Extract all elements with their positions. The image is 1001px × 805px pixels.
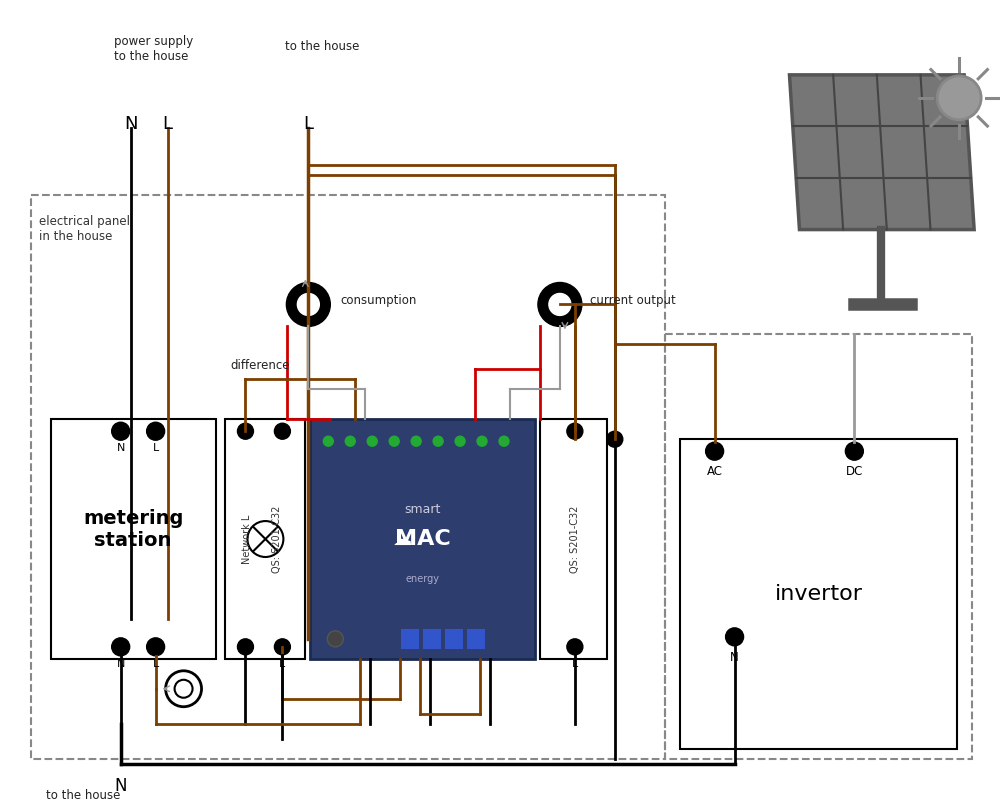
Circle shape [538,283,582,326]
FancyBboxPatch shape [225,419,305,658]
Circle shape [367,436,377,446]
Circle shape [549,294,571,316]
Text: difference: difference [230,359,290,373]
Text: energy: energy [405,574,439,584]
Text: L: L [303,115,313,133]
FancyBboxPatch shape [540,419,607,658]
Text: L: L [162,115,172,133]
Text: N: N [124,115,137,133]
Circle shape [345,436,355,446]
Circle shape [146,638,164,656]
Circle shape [297,294,319,316]
Text: metering
station: metering station [83,509,183,550]
Circle shape [165,671,201,707]
Text: MAC: MAC [394,529,450,549]
FancyBboxPatch shape [401,629,419,649]
Text: electrical panel
in the house: electrical panel in the house [39,215,130,242]
Circle shape [607,431,623,448]
Circle shape [274,423,290,440]
Text: ☁: ☁ [393,530,412,548]
Text: power supply
to the house: power supply to the house [114,35,193,63]
Circle shape [323,436,333,446]
Circle shape [247,521,283,557]
Text: consumption: consumption [340,295,416,308]
Text: to the house: to the house [46,789,120,802]
Circle shape [726,628,744,646]
Circle shape [237,639,253,654]
Circle shape [174,679,192,698]
Circle shape [146,423,164,440]
Circle shape [286,283,330,326]
FancyBboxPatch shape [680,440,957,749]
Circle shape [112,638,130,656]
Text: current output: current output [590,295,676,308]
Circle shape [567,639,583,654]
Circle shape [389,436,399,446]
Text: Network L: Network L [242,514,252,563]
Text: invertor: invertor [775,584,863,604]
FancyBboxPatch shape [467,629,485,649]
Text: L: L [152,658,159,669]
Polygon shape [790,75,974,229]
Text: smart: smart [404,502,440,515]
Text: N: N [114,777,127,795]
Text: AC: AC [707,465,723,478]
Circle shape [112,423,130,440]
Circle shape [499,436,509,446]
Circle shape [567,423,583,440]
Circle shape [274,639,290,654]
Circle shape [846,442,863,460]
Text: DC: DC [846,465,863,478]
Circle shape [327,631,343,647]
Text: N: N [116,658,125,669]
Circle shape [411,436,421,446]
FancyBboxPatch shape [51,419,215,658]
Text: QS: S201-C32: QS: S201-C32 [272,506,282,572]
FancyBboxPatch shape [310,419,535,658]
Text: N: N [116,444,125,453]
Text: L: L [572,658,578,669]
Text: N: N [730,650,739,664]
Circle shape [433,436,443,446]
FancyBboxPatch shape [423,629,441,649]
Circle shape [937,76,981,120]
FancyBboxPatch shape [445,629,463,649]
Circle shape [706,442,724,460]
Circle shape [455,436,465,446]
Circle shape [477,436,487,446]
Circle shape [237,423,253,440]
Text: QS: S201-C32: QS: S201-C32 [570,506,580,572]
Text: L: L [152,444,159,453]
Text: L: L [279,658,285,669]
Text: to the house: to the house [285,40,359,53]
